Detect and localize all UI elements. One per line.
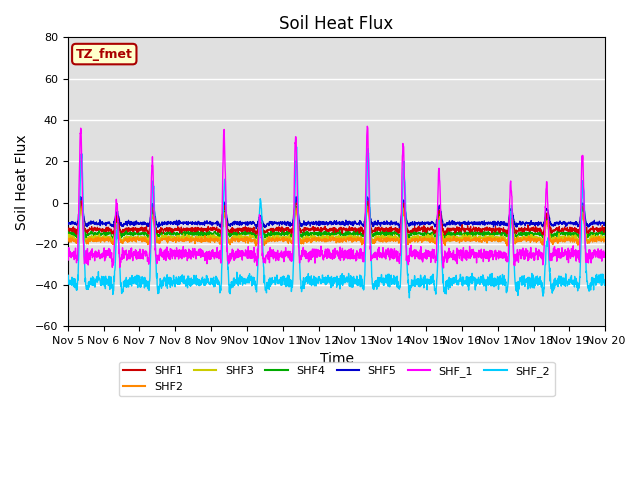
X-axis label: Time: Time — [319, 352, 353, 366]
Title: Soil Heat Flux: Soil Heat Flux — [280, 15, 394, 33]
Legend: SHF1, SHF2, SHF3, SHF4, SHF5, SHF_1, SHF_2: SHF1, SHF2, SHF3, SHF4, SHF5, SHF_1, SHF… — [118, 361, 554, 396]
Text: TZ_fmet: TZ_fmet — [76, 48, 132, 60]
Y-axis label: Soil Heat Flux: Soil Heat Flux — [15, 134, 29, 230]
